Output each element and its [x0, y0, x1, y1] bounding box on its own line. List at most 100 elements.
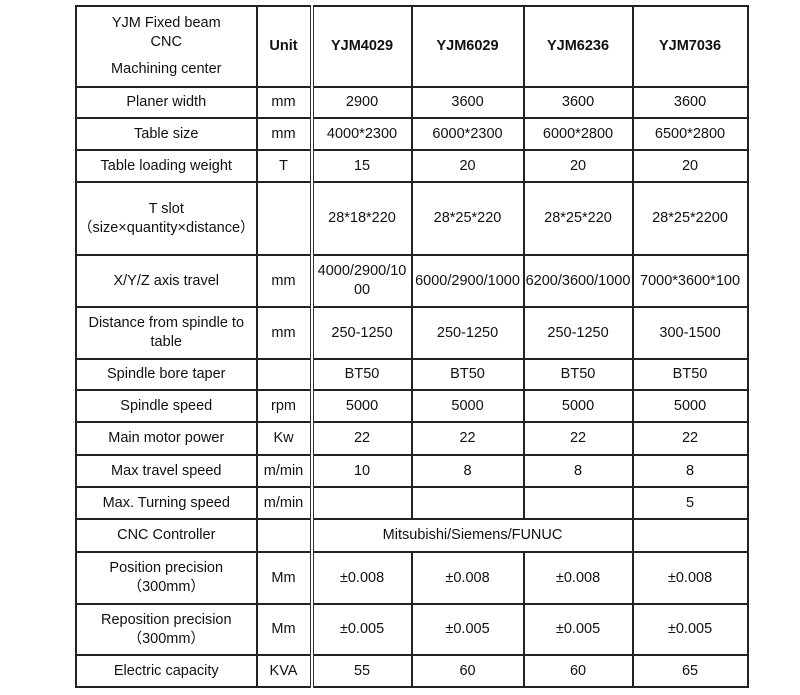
row-label: Distance from spindle to table: [75, 306, 258, 360]
value-cell: 6000/2900/1000: [410, 254, 525, 308]
merged-value-cell: Mitsubishi/Siemens/FUNUC: [310, 518, 634, 553]
value-cell: ±0.008: [522, 551, 634, 605]
row-unit: [255, 181, 314, 256]
value-cell: 3600: [522, 86, 634, 119]
row-unit: m/min: [255, 454, 314, 488]
row-label: Table loading weight: [75, 149, 258, 183]
header-title-line: Machining center: [111, 61, 222, 77]
table-row: Main motor power Kw 22 22 22 22: [75, 421, 749, 456]
value-cell: 250-1250: [410, 306, 525, 360]
value-cell: 28*25*220: [522, 181, 634, 256]
table-row: Spindle bore taper BT50 BT50 BT50 BT50: [75, 358, 749, 391]
value-cell: 5000: [631, 389, 749, 423]
row-label: Spindle bore taper: [75, 358, 258, 391]
value-cell: 5000: [310, 389, 413, 423]
table-row: CNC Controller Mitsubishi/Siemens/FUNUC: [75, 518, 749, 553]
row-unit: Kw: [255, 421, 314, 456]
value-cell: [522, 486, 634, 520]
value-cell: 3600: [410, 86, 525, 119]
value-cell: 4000*2300: [310, 117, 413, 151]
value-cell: 22: [631, 421, 749, 456]
row-label: Max. Turning speed: [75, 486, 258, 520]
header-row: YJM Fixed beam CNC Machining center Unit…: [75, 5, 749, 88]
value-cell: 5000: [410, 389, 525, 423]
value-cell: 6200/3600/1000: [522, 254, 634, 308]
header-title-cell: YJM Fixed beam CNC Machining center: [75, 5, 258, 88]
table-row: Electric capacity KVA 55 60 60 65: [75, 654, 749, 688]
value-cell: 6000*2300: [410, 117, 525, 151]
value-cell: 250-1250: [522, 306, 634, 360]
value-cell: 20: [410, 149, 525, 183]
header-model: YJM6236: [522, 5, 634, 88]
table-row: T slot （size×quantity×distance） 28*18*220…: [75, 181, 749, 256]
value-cell: 3600: [631, 86, 749, 119]
value-cell: ±0.005: [410, 603, 525, 656]
header-model: YJM6029: [410, 5, 525, 88]
value-cell: 28*25*2200: [631, 181, 749, 256]
row-unit: KVA: [255, 654, 314, 688]
header-title-line: CNC: [150, 34, 182, 50]
header-title-line: YJM Fixed beam: [111, 15, 221, 31]
table-row: Distance from spindle to table mm 250-1250…: [75, 306, 749, 360]
value-cell: ±0.008: [310, 551, 413, 605]
row-unit: mm: [255, 117, 314, 151]
table-row: Planer width mm 2900 3600 3600 3600: [75, 86, 749, 119]
value-cell: 6500*2800: [631, 117, 749, 151]
row-label: Max travel speed: [75, 454, 258, 488]
value-cell: [310, 486, 413, 520]
value-cell: 250-1250: [310, 306, 413, 360]
table-row: Max. Turning speed m/min 5: [75, 486, 749, 520]
value-cell: 15: [310, 149, 413, 183]
value-cell: 28*18*220: [310, 181, 413, 256]
value-cell: 2900: [310, 86, 413, 119]
value-cell: 22: [410, 421, 525, 456]
value-cell: BT50: [631, 358, 749, 391]
header-model: YJM7036: [631, 5, 749, 88]
value-cell: [631, 518, 749, 553]
row-label: Table size: [75, 117, 258, 151]
table-row: Table loading weight T 15 20 20 20: [75, 149, 749, 183]
value-cell: ±0.005: [631, 603, 749, 656]
value-cell: ±0.008: [410, 551, 525, 605]
value-cell: 22: [522, 421, 634, 456]
spec-table: YJM Fixed beam CNC Machining center Unit…: [75, 5, 749, 688]
value-cell: 22: [310, 421, 413, 456]
value-cell: 6000*2800: [522, 117, 634, 151]
row-unit: mm: [255, 254, 314, 308]
row-label: Main motor power: [75, 421, 258, 456]
value-cell: BT50: [410, 358, 525, 391]
value-cell: 60: [410, 654, 525, 688]
value-cell: BT50: [310, 358, 413, 391]
header-model: YJM4029: [310, 5, 413, 88]
value-cell: ±0.005: [522, 603, 634, 656]
value-cell: 300-1500: [631, 306, 749, 360]
row-label: X/Y/Z axis travel: [75, 254, 258, 308]
value-cell: 8: [522, 454, 634, 488]
row-unit: rpm: [255, 389, 314, 423]
row-label: Electric capacity: [75, 654, 258, 688]
value-cell: 65: [631, 654, 749, 688]
row-label: Position precision （300mm）: [75, 551, 258, 605]
row-unit: Mm: [255, 603, 314, 656]
table-row: Position precision （300mm） Mm ±0.008 ±0.008…: [75, 551, 749, 605]
row-label: Reposition precision （300mm）: [75, 603, 258, 656]
table-row: Spindle speed rpm 5000 5000 5000 5000: [75, 389, 749, 423]
row-unit: Mm: [255, 551, 314, 605]
value-cell: ±0.008: [631, 551, 749, 605]
value-cell: 55: [310, 654, 413, 688]
row-unit: mm: [255, 306, 314, 360]
value-cell: 28*25*220: [410, 181, 525, 256]
value-cell: BT50: [522, 358, 634, 391]
table-row: X/Y/Z axis travel mm 4000/2900/1000 6000/29…: [75, 254, 749, 308]
row-unit: [255, 358, 314, 391]
value-cell: ±0.005: [310, 603, 413, 656]
value-cell: 5000: [522, 389, 634, 423]
row-unit: T: [255, 149, 314, 183]
value-cell: 20: [631, 149, 749, 183]
row-label: Planer width: [75, 86, 258, 119]
value-cell: 5: [631, 486, 749, 520]
value-cell: [410, 486, 525, 520]
table-row: Max travel speed m/min 10 8 8 8: [75, 454, 749, 488]
value-cell: 10: [310, 454, 413, 488]
header-unit: Unit: [255, 5, 314, 88]
